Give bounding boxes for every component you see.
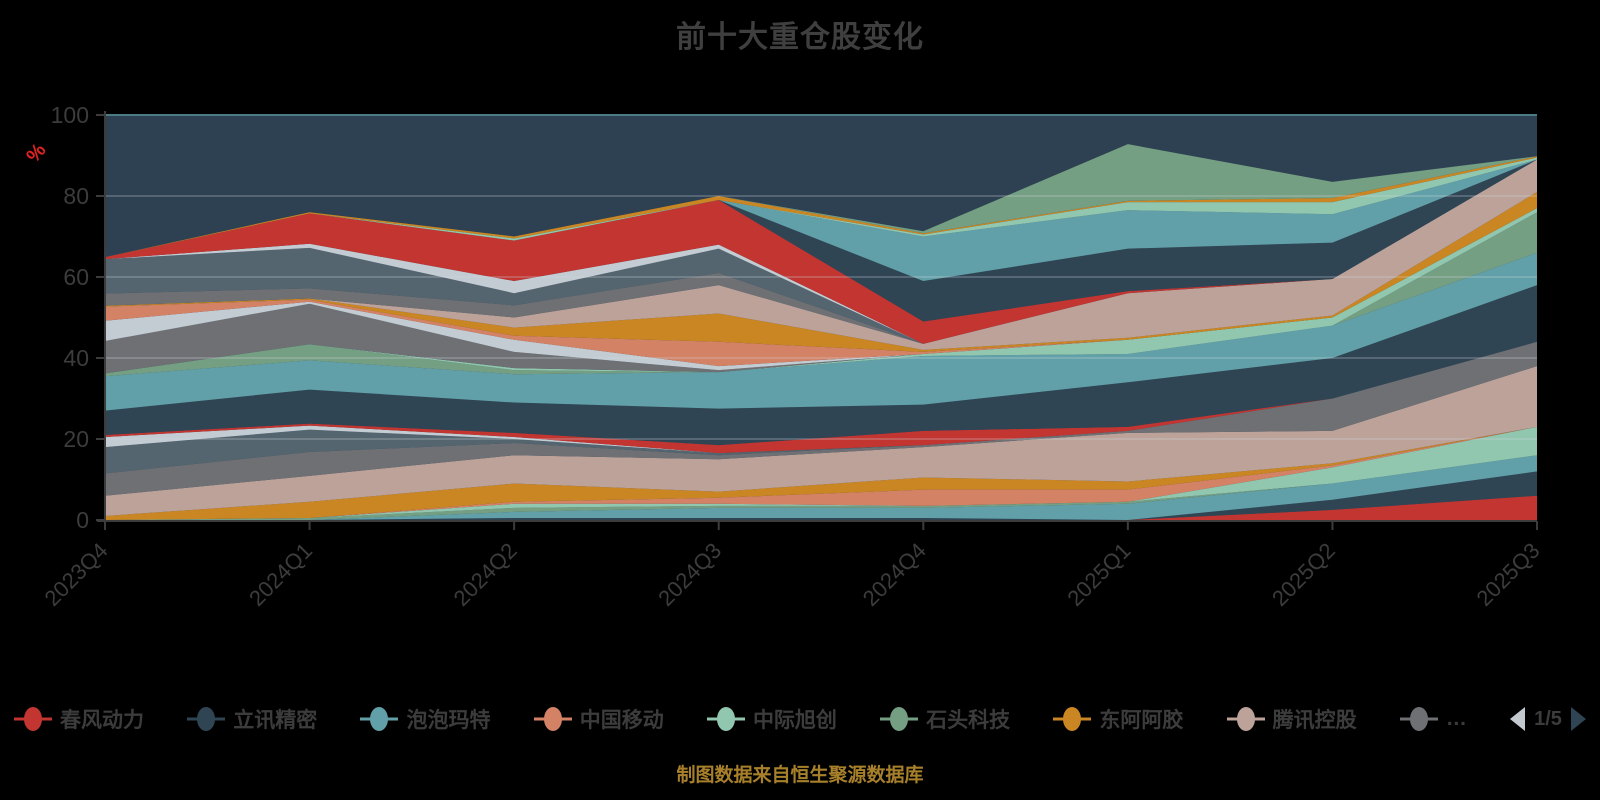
legend-marker-icon	[1053, 707, 1092, 731]
area-band-14[interactable]	[105, 252, 1537, 411]
y-tick-label: 100	[51, 102, 89, 128]
area-band-01[interactable]	[105, 495, 1537, 520]
legend-marker-icon	[187, 707, 226, 731]
x-tick-label: 2024Q3	[653, 538, 726, 611]
y-tick-label: 80	[63, 183, 89, 209]
area-band-15[interactable]	[105, 212, 1537, 377]
x-tick-label: 2024Q2	[449, 538, 522, 611]
area-band-13[interactable]	[105, 285, 1537, 446]
area-band-30[interactable]	[105, 144, 1537, 258]
legend-marker-icon	[14, 707, 52, 731]
area-band-21[interactable]	[105, 159, 1537, 350]
legend: 春风动力 立讯精密 泡泡玛特 中国移动 中际旭创 石头科技 东阿阿胶 腾讯控股 … 1/5	[0, 696, 1600, 742]
data-source-note: 制图数据来自恒生聚源数据库	[676, 765, 924, 786]
area-band-09[interactable]	[105, 341, 1537, 496]
legend-item-泡泡玛特[interactable]: 泡泡玛特	[360, 704, 490, 734]
area-band-10[interactable]	[105, 341, 1537, 474]
legend-marker-icon	[706, 707, 745, 731]
y-tick-label: 20	[63, 426, 89, 452]
stacked-area-chart: 0 20 40 60 80 100 2023Q4 2024Q1 2024Q2 2024Q3 2024…	[39, 102, 1544, 611]
y-tick-label: 40	[63, 345, 89, 371]
legend-page-indicator: 1/5	[1534, 707, 1562, 730]
area-band-26[interactable]	[105, 159, 1537, 322]
area-band-04[interactable]	[105, 455, 1537, 520]
legend-marker-icon	[1399, 707, 1438, 731]
page-title: 前十大重仓股变化	[676, 21, 924, 54]
area-band-28[interactable]	[105, 157, 1537, 258]
legend-item-东阿阿胶[interactable]: 东阿阿胶	[1053, 704, 1183, 734]
y-tick-label: 60	[63, 264, 89, 290]
area-band-06[interactable]	[105, 426, 1537, 520]
legend-item-label: 腾讯控股	[1272, 709, 1357, 732]
legend-marker-icon	[880, 707, 919, 731]
legend-item-label: …	[1445, 707, 1467, 730]
area-band-27[interactable]	[105, 159, 1537, 282]
legend-marker-icon	[533, 707, 572, 731]
x-tick-label: 2025Q1	[1062, 538, 1135, 611]
x-tick-label: 2024Q1	[244, 538, 317, 611]
x-tick-label: 2024Q4	[858, 538, 931, 611]
legend-item-腾讯控股[interactable]: 腾讯控股	[1226, 704, 1357, 734]
x-tick-label: 2025Q2	[1267, 538, 1340, 611]
legend-item-春风动力[interactable]: 春风动力	[14, 704, 144, 734]
legend-prev-arrow-icon[interactable]	[1510, 707, 1526, 731]
y-tick-label: 0	[76, 507, 89, 533]
legend-pager: 1/5	[1510, 707, 1586, 731]
legend-item-label: 石头科技	[926, 709, 1011, 732]
legend-item-中国移动[interactable]: 中国移动	[533, 704, 664, 734]
x-tick-label: 2025Q3	[1471, 538, 1544, 611]
legend-item-label: 东阿阿胶	[1099, 709, 1184, 732]
legend-item-中际旭创[interactable]: 中际旭创	[706, 704, 837, 734]
area-band-29[interactable]	[105, 156, 1537, 258]
area-band-07[interactable]	[105, 426, 1537, 520]
area-band-03[interactable]	[105, 455, 1537, 520]
x-tick-label: 2023Q4	[39, 538, 112, 611]
legend-marker-icon	[360, 707, 399, 731]
legend-item-…[interactable]: …	[1399, 704, 1467, 734]
legend-item-label: 中际旭创	[752, 709, 837, 732]
area-band-08[interactable]	[105, 366, 1537, 516]
legend-marker-icon	[1226, 707, 1265, 731]
legend-next-arrow-icon[interactable]	[1570, 707, 1586, 731]
area-band-05[interactable]	[105, 426, 1537, 520]
legend-item-label: 泡泡玛特	[406, 709, 491, 732]
legend-item-石头科技[interactable]: 石头科技	[880, 704, 1010, 734]
legend-item-label: 春风动力	[60, 709, 144, 732]
area-band-23[interactable]	[105, 159, 1537, 344]
legend-item-label: 立讯精密	[233, 709, 318, 732]
area-band-25[interactable]	[105, 159, 1537, 344]
legend-item-立讯精密[interactable]: 立讯精密	[187, 704, 317, 734]
legend-item-label: 中国移动	[579, 709, 664, 732]
